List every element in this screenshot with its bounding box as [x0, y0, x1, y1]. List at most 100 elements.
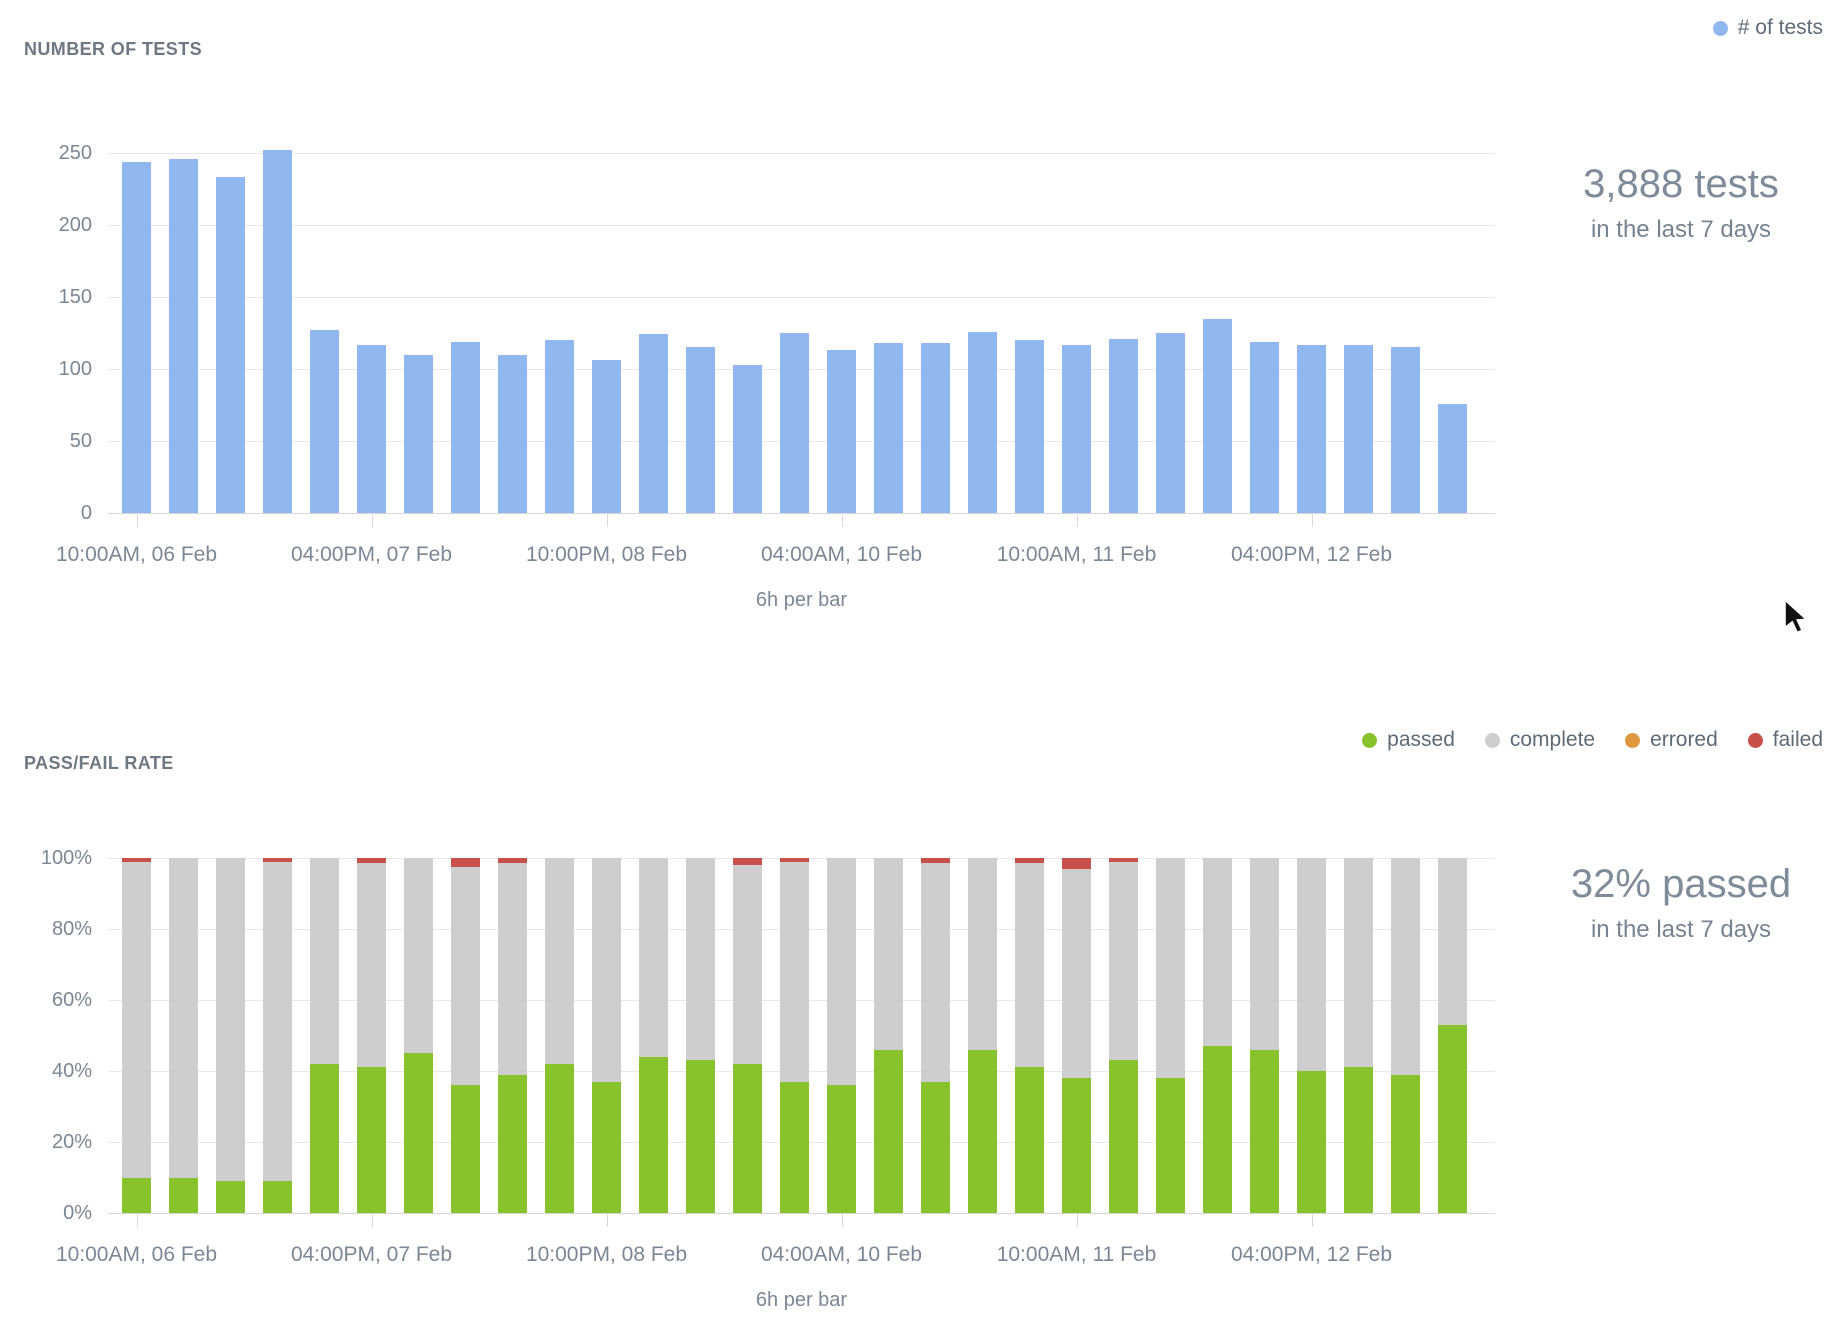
legend-item-num-tests[interactable]: # of tests — [1712, 16, 1823, 40]
bar-1-passed-segment[interactable] — [122, 1177, 151, 1213]
bar-2-passed-segment[interactable] — [169, 1177, 198, 1213]
bar-7-complete-segment[interactable] — [404, 858, 433, 1054]
bar-8-failed-segment[interactable] — [451, 858, 480, 867]
bar-4-failed-segment[interactable] — [263, 858, 292, 862]
bar-26[interactable] — [1297, 858, 1326, 1213]
bar-2[interactable] — [169, 158, 198, 513]
bar-23-passed-segment[interactable] — [1156, 1078, 1185, 1213]
bar-16[interactable] — [827, 350, 856, 513]
bar-23-complete-segment[interactable] — [1156, 858, 1185, 1079]
bar-25-complete-segment[interactable] — [1250, 858, 1279, 1050]
bar-4-passed-segment[interactable] — [263, 1181, 292, 1213]
bar-5[interactable] — [310, 330, 339, 513]
bar-20-passed-segment[interactable] — [1015, 1067, 1044, 1213]
bar-21-passed-segment[interactable] — [1062, 1078, 1091, 1213]
bar-24-passed-segment[interactable] — [1203, 1046, 1232, 1213]
bar-10[interactable] — [545, 858, 574, 1213]
bar-2-complete-segment[interactable] — [169, 858, 198, 1178]
bar-27-complete-segment[interactable] — [1344, 858, 1373, 1068]
bar-20[interactable] — [1015, 340, 1044, 513]
bar-9-passed-segment[interactable] — [498, 1074, 527, 1213]
bar-8[interactable] — [451, 858, 480, 1213]
bar-7-passed-segment[interactable] — [404, 1053, 433, 1213]
bar-8-passed-segment[interactable] — [451, 1085, 480, 1213]
bar-15[interactable] — [780, 333, 809, 513]
bar-15-complete-segment[interactable] — [780, 861, 809, 1082]
bar-20-complete-segment[interactable] — [1015, 863, 1044, 1068]
bar-15-failed-segment[interactable] — [780, 858, 809, 862]
bar-12[interactable] — [639, 858, 668, 1213]
bar-18[interactable] — [921, 343, 950, 513]
bar-9[interactable] — [498, 858, 527, 1213]
bar-1-complete-segment[interactable] — [122, 861, 151, 1178]
bar-13-complete-segment[interactable] — [686, 858, 715, 1061]
bar-20[interactable] — [1015, 858, 1044, 1213]
bar-20-failed-segment[interactable] — [1015, 858, 1044, 864]
bar-4[interactable] — [263, 858, 292, 1213]
bar-16[interactable] — [827, 858, 856, 1213]
bar-21[interactable] — [1062, 344, 1091, 513]
bar-5-passed-segment[interactable] — [310, 1063, 339, 1213]
bar-29[interactable] — [1438, 403, 1467, 513]
bar-21-failed-segment[interactable] — [1062, 858, 1091, 869]
bar-1[interactable] — [122, 858, 151, 1213]
bar-29-complete-segment[interactable] — [1438, 858, 1467, 1025]
bar-21-complete-segment[interactable] — [1062, 868, 1091, 1079]
bar-22[interactable] — [1109, 858, 1138, 1213]
bar-18-passed-segment[interactable] — [921, 1081, 950, 1213]
bar-3[interactable] — [216, 858, 245, 1213]
bar-17[interactable] — [874, 343, 903, 513]
bar-5[interactable] — [310, 858, 339, 1213]
bar-23[interactable] — [1156, 858, 1185, 1213]
bar-9-failed-segment[interactable] — [498, 858, 527, 864]
bar-3[interactable] — [216, 177, 245, 513]
bar-13-passed-segment[interactable] — [686, 1060, 715, 1213]
legend-item-failed[interactable]: failed — [1747, 728, 1823, 752]
bar-4[interactable] — [263, 150, 292, 513]
bar-19[interactable] — [968, 858, 997, 1213]
bar-9[interactable] — [498, 354, 527, 513]
bar-5-complete-segment[interactable] — [310, 858, 339, 1064]
bar-27[interactable] — [1344, 344, 1373, 513]
bar-25-passed-segment[interactable] — [1250, 1049, 1279, 1213]
bar-3-passed-segment[interactable] — [216, 1181, 245, 1213]
bar-14[interactable] — [733, 858, 762, 1213]
bar-9-complete-segment[interactable] — [498, 863, 527, 1075]
bar-22-failed-segment[interactable] — [1109, 858, 1138, 862]
bar-18-failed-segment[interactable] — [921, 858, 950, 864]
bar-14-complete-segment[interactable] — [733, 865, 762, 1064]
bar-11[interactable] — [592, 858, 621, 1213]
bar-10-complete-segment[interactable] — [545, 858, 574, 1064]
bar-7[interactable] — [404, 858, 433, 1213]
bar-17-complete-segment[interactable] — [874, 858, 903, 1050]
bar-22-complete-segment[interactable] — [1109, 861, 1138, 1061]
bar-24[interactable] — [1203, 318, 1232, 513]
bar-11-passed-segment[interactable] — [592, 1081, 621, 1213]
bar-19-complete-segment[interactable] — [968, 858, 997, 1050]
bar-19-passed-segment[interactable] — [968, 1049, 997, 1213]
legend-item-errored[interactable]: errored — [1625, 728, 1718, 752]
bar-21[interactable] — [1062, 858, 1091, 1213]
bar-6[interactable] — [357, 858, 386, 1213]
bar-27-passed-segment[interactable] — [1344, 1067, 1373, 1213]
bar-13[interactable] — [686, 347, 715, 513]
bar-25[interactable] — [1250, 341, 1279, 513]
bar-25[interactable] — [1250, 858, 1279, 1213]
bar-18[interactable] — [921, 858, 950, 1213]
bar-3-complete-segment[interactable] — [216, 858, 245, 1182]
bar-17[interactable] — [874, 858, 903, 1213]
bar-12-passed-segment[interactable] — [639, 1056, 668, 1213]
bar-16-passed-segment[interactable] — [827, 1085, 856, 1213]
bar-14[interactable] — [733, 364, 762, 513]
bar-28-complete-segment[interactable] — [1391, 858, 1420, 1075]
bar-11[interactable] — [592, 360, 621, 513]
bar-13[interactable] — [686, 858, 715, 1213]
bar-6-failed-segment[interactable] — [357, 858, 386, 864]
bar-18-complete-segment[interactable] — [921, 863, 950, 1082]
bar-22[interactable] — [1109, 338, 1138, 513]
bar-15-passed-segment[interactable] — [780, 1081, 809, 1213]
bar-29[interactable] — [1438, 858, 1467, 1213]
bar-10-passed-segment[interactable] — [545, 1063, 574, 1213]
bar-26-passed-segment[interactable] — [1297, 1071, 1326, 1213]
bar-11-complete-segment[interactable] — [592, 858, 621, 1082]
